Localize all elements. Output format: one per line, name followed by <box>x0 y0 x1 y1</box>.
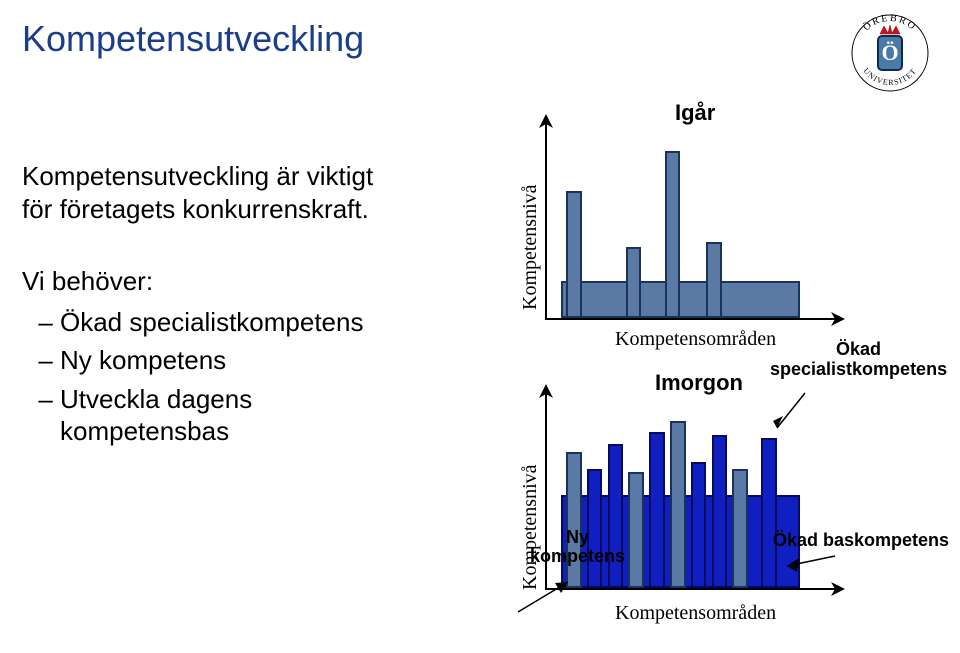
bullet-list: Ökad specialistkompetens Ny kompetens Ut… <box>22 306 422 448</box>
arrow-right-icon <box>831 312 845 326</box>
chart-bar <box>712 435 728 588</box>
ann-specialist-l2: specialistkompetens <box>770 359 947 379</box>
intro-line1: Kompetensutveckling är viktigt <box>22 161 373 191</box>
chart-igar: Igår Kompetensnivå Kompetensområden <box>525 120 835 330</box>
chart-igar-title: Igår <box>675 100 715 126</box>
bullet-item: Ökad specialistkompetens <box>60 306 422 339</box>
ann-ny-l1: Ny <box>566 527 589 547</box>
left-body: Kompetensutveckling är viktigt för föret… <box>22 160 422 454</box>
chart-igar-bars <box>553 148 813 318</box>
chart-bar <box>566 452 582 588</box>
ann-specialist: Ökad specialistkompetens <box>770 340 947 380</box>
arrow-to-nykompetens-icon <box>510 570 600 620</box>
arrow-to-base-icon <box>775 548 845 578</box>
x-axis <box>545 318 835 320</box>
ann-nykompetens: Ny kompetens <box>530 528 625 566</box>
intro-paragraph: Kompetensutveckling är viktigt för föret… <box>22 160 422 225</box>
chart-bar <box>691 462 707 588</box>
chart-bar <box>732 469 748 588</box>
chart-base-block <box>561 281 800 318</box>
chart-bar <box>706 242 722 319</box>
intro-line2: för företagets konkurrenskraft. <box>22 194 369 224</box>
arrow-up-icon <box>539 114 553 128</box>
chart-igar-ylabel: Kompetensnivå <box>519 184 542 310</box>
chart-bar <box>566 191 582 319</box>
university-logo: ÖREBRO UNIVERSITET Ö <box>840 8 940 98</box>
chart-bar <box>665 151 681 318</box>
chart-bar <box>626 247 642 318</box>
chart-bar <box>670 421 686 588</box>
chart-imorgon-xlabel: Kompetensområden <box>615 602 776 625</box>
need-heading: Vi behöver: <box>22 265 422 298</box>
ann-ny-l2: kompetens <box>530 546 625 566</box>
chart-imorgon-title: Imorgon <box>655 370 743 396</box>
svg-text:Ö: Ö <box>881 40 898 65</box>
chart-igar-xlabel: Kompetensområden <box>615 328 776 351</box>
bullet-item: Utveckla dagens kompetensbas <box>60 383 422 448</box>
charts-region: Igår Kompetensnivå Kompetensområden Imor… <box>465 90 935 630</box>
arrow-up-icon <box>539 384 553 398</box>
ann-specialist-l1: Ökad <box>836 339 881 359</box>
arrow-right-icon <box>831 582 845 596</box>
bullet-item: Ny kompetens <box>60 344 422 377</box>
chart-bar <box>649 432 665 588</box>
chart-bar <box>628 472 644 588</box>
arrow-to-specialist-icon <box>765 388 815 438</box>
page-title: Kompetensutveckling <box>22 18 364 60</box>
chart-bar <box>608 444 624 589</box>
y-axis <box>545 120 547 320</box>
